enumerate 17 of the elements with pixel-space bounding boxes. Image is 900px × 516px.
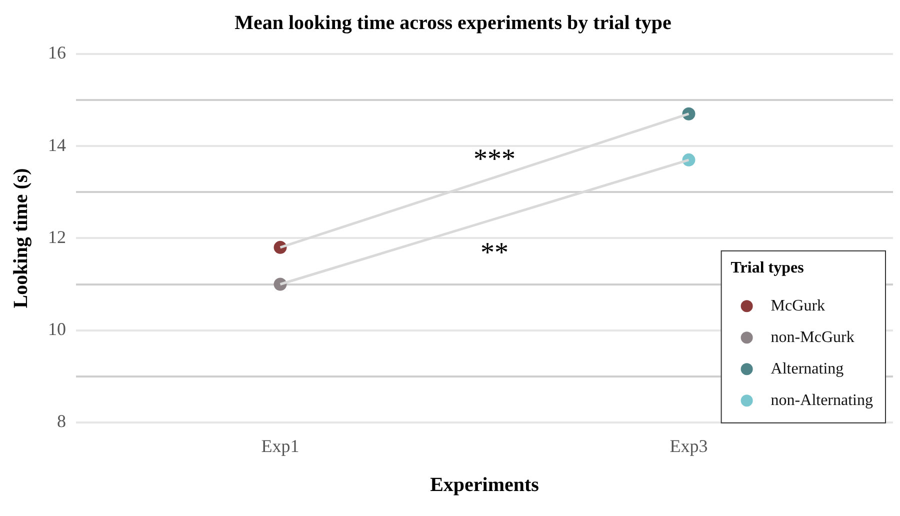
- legend-title: Trial types: [730, 260, 804, 277]
- y-tick-label: 16: [48, 42, 66, 63]
- legend-label: non-Alternating: [770, 392, 874, 409]
- x-tick-label: Exp3: [670, 436, 708, 456]
- y-tick-label: 10: [48, 319, 66, 340]
- annotation: ***: [474, 144, 516, 175]
- x-axis-title: Experiments: [430, 474, 540, 496]
- annotation: **: [480, 237, 508, 268]
- y-tick-label: 8: [57, 411, 66, 432]
- x-tick-label: Exp1: [261, 436, 300, 456]
- y-axis-title: Looking time (s): [10, 168, 32, 308]
- legend-label: non-McGurk: [770, 328, 854, 346]
- legend-label: Alternating: [770, 360, 844, 378]
- y-tick-label: 12: [48, 226, 66, 247]
- chart-title: Mean looking time across experiments by trial type: [234, 12, 672, 34]
- y-tick-label: 14: [48, 134, 66, 155]
- legend-label: McGurk: [770, 297, 826, 314]
